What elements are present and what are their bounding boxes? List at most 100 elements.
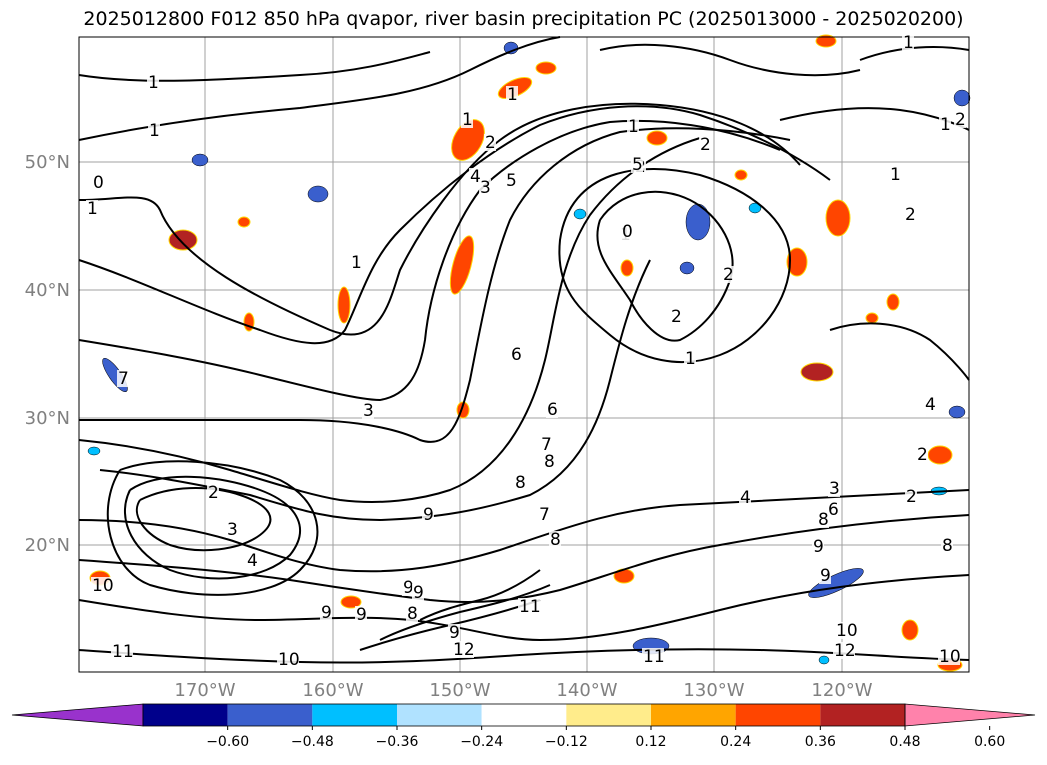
contour-label: 1 xyxy=(507,85,518,105)
contour-label: 9 xyxy=(423,505,434,525)
contour-label: 3 xyxy=(227,520,238,540)
colorbar-segment xyxy=(397,704,482,726)
contour-label: 11 xyxy=(643,647,665,667)
colorbar-segment xyxy=(566,704,651,726)
contour-label: 1 xyxy=(628,117,639,137)
contour-label: 2 xyxy=(671,307,682,327)
contour-label-bg xyxy=(510,346,522,363)
lon-label-150w: 150°W xyxy=(429,680,491,701)
contour-label-bg xyxy=(642,648,664,665)
contour-label-bg xyxy=(833,642,855,659)
contour-label-bg xyxy=(461,111,473,128)
contour-label: 6 xyxy=(828,500,839,520)
contour-label-bg xyxy=(722,266,734,283)
contour-label-bg xyxy=(452,641,474,658)
contour-label-bg xyxy=(699,136,711,153)
contour-label-bg xyxy=(148,122,160,139)
contour-label: 7 xyxy=(539,505,550,525)
colorbar-tick-label: −0.48 xyxy=(290,734,334,750)
colorbar-tick-label: −0.60 xyxy=(206,734,250,750)
contour-label: 4 xyxy=(247,551,258,571)
contour-label-bg xyxy=(924,396,936,413)
contour-label-bg xyxy=(817,511,829,528)
contour-label-bg xyxy=(835,622,857,639)
contour-label: 6 xyxy=(547,400,558,420)
contour-label: 2 xyxy=(208,483,219,503)
contour-label: 8 xyxy=(544,452,555,472)
contour-labels: 1110121123451521021221113667887864328923… xyxy=(86,33,966,670)
contour-label-bg xyxy=(905,488,917,505)
colorbar-segment xyxy=(481,704,567,726)
contour-label: 2 xyxy=(917,445,928,465)
contour-label: 3 xyxy=(829,479,840,499)
contour-label: 10 xyxy=(278,650,300,670)
contour-label: 8 xyxy=(942,536,953,556)
contour-label-bg xyxy=(621,223,633,240)
colorbar-extend-high xyxy=(904,703,1036,727)
contour-label-bg xyxy=(514,474,526,491)
contour-label-bg xyxy=(479,179,491,196)
contour-label: 11 xyxy=(519,597,541,617)
contour-label-bg xyxy=(889,166,901,183)
lon-label-160w: 160°W xyxy=(302,680,364,701)
contour-label: 7 xyxy=(541,435,552,455)
contour-label-bg xyxy=(91,577,113,594)
contour-label-bg xyxy=(412,584,424,601)
contour-label-bg xyxy=(92,174,104,191)
contour-label: 1 xyxy=(685,349,696,369)
contour-label-bg xyxy=(406,605,418,622)
contour-label: 8 xyxy=(550,530,561,550)
contour-label-bg xyxy=(916,446,928,463)
lat-label-20n: 20°N xyxy=(24,535,70,556)
colorbar-tick-label: −0.24 xyxy=(460,734,504,750)
contour-label-bg xyxy=(549,531,561,548)
contour-label: 11 xyxy=(112,642,134,662)
contour-label-bg xyxy=(954,111,966,128)
colorbar-tick-label: −0.12 xyxy=(544,734,588,750)
contour-label-bg xyxy=(422,506,434,523)
contour-label-bg xyxy=(904,206,916,223)
lat-label-40n: 40°N xyxy=(24,280,70,301)
contour-label-bg xyxy=(540,436,552,453)
contour-label: 9 xyxy=(403,578,414,598)
contour-label-bg xyxy=(147,74,159,91)
contour-label-bg xyxy=(505,172,517,189)
contour-label: 9 xyxy=(413,583,424,603)
contour-label-bg xyxy=(226,521,238,538)
contour-label: 3 xyxy=(480,178,491,198)
colorbar-tick-label: 0.12 xyxy=(635,734,667,750)
contour-label-bg xyxy=(627,118,639,135)
contour-label-bg xyxy=(670,308,682,325)
map-title: 2025012800 F012 850 hPa qvapor, river ba… xyxy=(83,8,964,30)
contour-label: 2 xyxy=(485,133,496,153)
precip-positive-shading xyxy=(89,34,963,672)
contour-label-bg xyxy=(320,604,332,621)
contour-label: 2 xyxy=(906,487,917,507)
colorbar-tick-label: −0.36 xyxy=(375,734,419,750)
contour-label-bg xyxy=(111,643,133,660)
contour-label: 12 xyxy=(834,641,856,661)
contour-label: 6 xyxy=(511,345,522,365)
colorbar-segment xyxy=(651,704,736,726)
contour-label: 8 xyxy=(515,473,526,493)
colorbar-segments xyxy=(11,703,1036,730)
contour-label-bg xyxy=(277,651,299,668)
contour-label: 1 xyxy=(462,110,473,130)
colorbar-segment xyxy=(820,704,905,726)
contour-label: 1 xyxy=(87,199,98,219)
contour-label-bg xyxy=(941,537,953,554)
contour-label: 1 xyxy=(149,121,160,141)
colorbar-border xyxy=(142,703,906,727)
contour-label: 1 xyxy=(903,33,914,53)
contour-label: 5 xyxy=(632,155,643,175)
contour-label: 9 xyxy=(813,537,824,557)
colorbar-tick-label: 0.24 xyxy=(720,734,752,750)
lon-label-130w: 130°W xyxy=(683,680,745,701)
contour-label: 4 xyxy=(470,167,481,187)
contour-label-bg xyxy=(518,598,540,615)
colorbar-segment xyxy=(143,704,228,726)
contour-label-bg xyxy=(812,538,824,555)
contour-label: 2 xyxy=(700,135,711,155)
